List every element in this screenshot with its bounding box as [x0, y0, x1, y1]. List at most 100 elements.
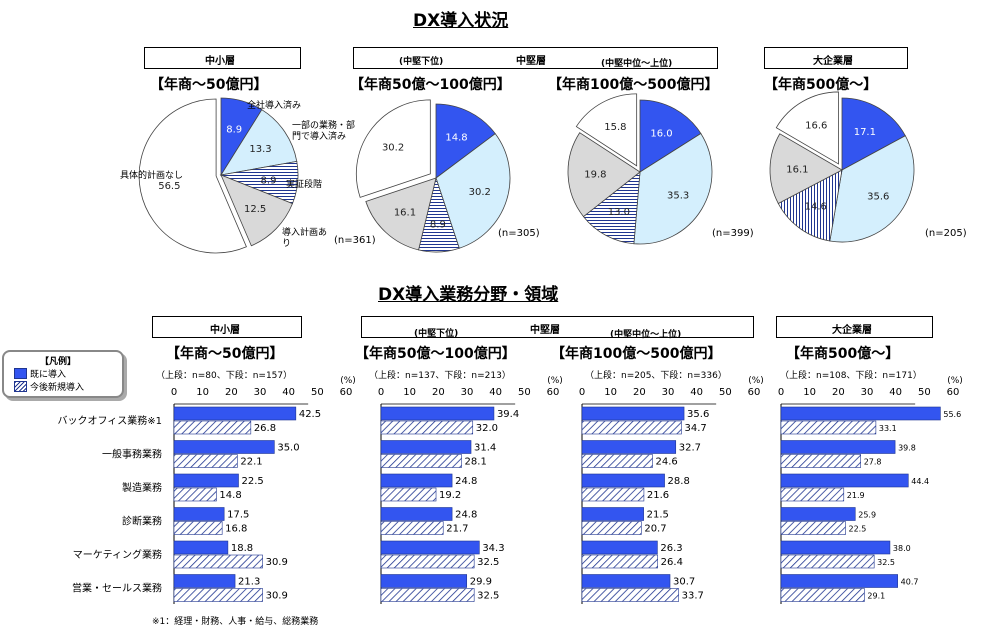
pie-1-value-2: 13.3 — [249, 144, 271, 155]
bar-mid-high-label: (中堅中位～上位) — [610, 330, 682, 340]
bar-1-tick: 10 — [196, 387, 209, 398]
bar-3-solid-2 — [581, 440, 677, 454]
bar-1-unit: (%) — [340, 376, 356, 386]
bar-1-solid-value-3: 22.5 — [242, 476, 264, 487]
bar-3-solid-6 — [581, 574, 671, 588]
bar-4-solid-value-2: 39.8 — [898, 444, 916, 453]
bar-1-solid-value-6: 21.3 — [238, 577, 260, 588]
bar-1-solid-value-5: 18.8 — [231, 543, 253, 554]
pie-2-value-3: 8.9 — [430, 219, 446, 230]
bar-1-solid-5 — [173, 540, 229, 555]
bar-3-hatch-5 — [581, 554, 658, 569]
bar-2-solid-3 — [380, 473, 453, 488]
bar-1-solid-6 — [173, 574, 236, 588]
bar-1-solid-2 — [173, 440, 275, 454]
bar-1-tick: 0 — [171, 387, 177, 398]
bar-4-solid-5 — [780, 540, 891, 555]
bar-large-header-box: 大企業層 — [776, 316, 933, 338]
bar-category-label: 製造業務 — [122, 481, 162, 494]
large-header-box: 大企業層 — [764, 47, 908, 69]
bar-4-tick: 50 — [918, 387, 931, 398]
pie-3-value-2: 35.3 — [667, 191, 689, 202]
bar-2-hatch-6 — [380, 588, 475, 602]
bar-category-label: 一般事務業務 — [102, 448, 162, 461]
bar-2-solid-value-3: 24.8 — [455, 476, 477, 487]
mid-low-label: (中堅下位) — [399, 57, 444, 67]
bar-3-solid-value-6: 30.7 — [673, 577, 695, 588]
bar-2-hatch-4 — [380, 521, 444, 535]
bar-1-solid-value-2: 35.0 — [277, 443, 299, 454]
pie-4-value-3: 14.6 — [805, 202, 827, 213]
bar-3-solid-value-4: 21.5 — [647, 510, 669, 521]
bar-2-solid-value-5: 34.3 — [482, 543, 504, 554]
bar-1-hatch-value-2: 22.1 — [240, 457, 262, 468]
bar-3-tick: 50 — [719, 387, 732, 398]
bar-4-solid-value-4: 25.9 — [858, 511, 876, 520]
bar-4-hatch-value-1: 33.1 — [879, 424, 897, 433]
bar-range-2: 【年商50億～100億円】 — [355, 346, 516, 362]
pie-2-value-4: 16.1 — [394, 207, 416, 218]
legend-title: 【凡例】 — [40, 357, 77, 367]
bar-3-solid-4 — [581, 507, 644, 521]
bar-4-solid-4 — [780, 507, 856, 521]
bar-2-hatch-value-1: 32.0 — [476, 423, 498, 434]
bar-2-tick: 30 — [461, 387, 474, 398]
pie-n-2: (n=305) — [498, 228, 540, 239]
pie-range-4: 【年商500億～】 — [764, 77, 878, 93]
bar-3-hatch-3 — [581, 487, 645, 502]
large-header-label: 大企業層 — [813, 56, 853, 67]
bar-3-solid-5 — [581, 540, 658, 555]
bar-4-unit: (%) — [947, 376, 963, 386]
bar-1-solid-3 — [173, 473, 239, 488]
bar-3-hatch-value-5: 26.4 — [661, 557, 683, 568]
bar-1-solid-value-4: 17.5 — [227, 510, 249, 521]
bar-1-hatch-4 — [173, 521, 223, 535]
pie-2-slice-4 — [365, 177, 437, 251]
pie-1-value-1: 8.9 — [226, 125, 242, 136]
bar-category-label: マーケティング業務 — [73, 548, 162, 561]
bar-1-tick: 40 — [282, 387, 295, 398]
bar-4-tick: 30 — [861, 387, 874, 398]
pie-3-value-3: 13.0 — [608, 207, 630, 218]
bar-2-tick: 20 — [432, 387, 445, 398]
pie-1-value-3: 8.9 — [261, 175, 277, 186]
pie-3-value-1: 16.0 — [650, 128, 672, 139]
bar-3-tick: 30 — [662, 387, 675, 398]
pie-label-none: 具体的計画なし — [120, 171, 184, 181]
pie-range-2: 【年商50億～100億円】 — [350, 77, 511, 93]
bar-range-1: 【年商～50億円】 — [166, 346, 284, 362]
bar-3-hatch-value-3: 21.6 — [647, 490, 669, 501]
pie-3-slice-5 — [575, 93, 638, 167]
bar-4-solid-3 — [780, 473, 909, 488]
pie-2-slice-5 — [355, 99, 431, 198]
bar-2-hatch-value-4: 21.7 — [446, 524, 468, 535]
bar-3-tick: 0 — [579, 387, 585, 398]
pie-4-value-2: 35.6 — [867, 192, 889, 203]
bar-3-tick: 40 — [690, 387, 703, 398]
pie-2-value-5: 30.2 — [382, 143, 404, 154]
bar-category-label: 営業・セールス業務 — [72, 582, 162, 595]
pie-label-partial: 一部の業務・部門で導入済み — [292, 121, 356, 142]
bar-3-hatch-value-4: 20.7 — [644, 524, 666, 535]
bar-1-hatch-value-4: 16.8 — [225, 524, 247, 535]
pie-1-slice-2 — [220, 109, 298, 176]
pie-2-value-2: 30.2 — [469, 187, 491, 198]
bar-3-solid-1 — [581, 406, 685, 421]
bar-4-tick: 10 — [803, 387, 816, 398]
bar-1-solid-1 — [173, 406, 297, 421]
bar-3-hatch-value-2: 24.6 — [656, 457, 678, 468]
pie-range-1: 【年商～50億円】 — [150, 77, 268, 93]
bar-2-solid-5 — [380, 540, 480, 555]
pie-label-full: 全社導入済み — [247, 101, 302, 111]
bar-1-hatch-5 — [173, 554, 263, 569]
bar-3-hatch-value-1: 34.7 — [684, 423, 706, 434]
pie-3-value-4: 19.8 — [584, 170, 606, 181]
bar-4-hatch-4 — [780, 521, 846, 535]
bar-4-hatch-value-2: 27.8 — [864, 458, 882, 467]
bar-large-header-label: 大企業層 — [832, 325, 872, 336]
bar-section-title: DX導入業務分野・領域 — [378, 285, 559, 305]
bar-2-hatch-value-3: 19.2 — [439, 490, 461, 501]
bar-4-solid-2 — [780, 440, 896, 454]
legend-item-1: 既に導入 — [30, 370, 67, 380]
